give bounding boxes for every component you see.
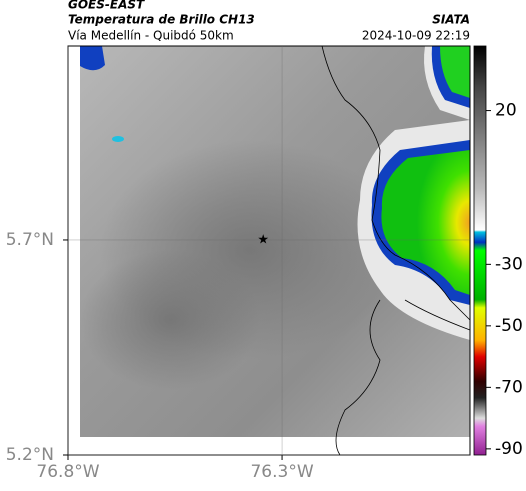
colorbar-label: 20 bbox=[495, 101, 517, 121]
y-tick-label: 5.2°N bbox=[6, 445, 54, 465]
timestamp: 2024-10-09 22:19 bbox=[362, 29, 470, 43]
colorbar-label: -30 bbox=[495, 254, 523, 274]
subtitle: Vía Medellín - Quibdó 50km bbox=[68, 29, 234, 43]
colorbar-label: -70 bbox=[495, 377, 523, 397]
title: Temperatura de Brillo CH13 bbox=[68, 13, 255, 27]
colorbar-label: -90 bbox=[495, 439, 523, 459]
org: SIATA bbox=[432, 13, 470, 27]
y-tick-label: 5.7°N bbox=[6, 230, 54, 250]
source: GOES-EAST bbox=[68, 0, 145, 12]
imagery bbox=[68, 45, 471, 456]
colorbar bbox=[473, 45, 487, 456]
location-marker: ★ bbox=[257, 232, 269, 247]
x-tick-label: 76.3°W bbox=[250, 462, 313, 482]
colorbar-label: -50 bbox=[495, 316, 523, 336]
x-tick-label: 76.8°W bbox=[36, 462, 99, 482]
